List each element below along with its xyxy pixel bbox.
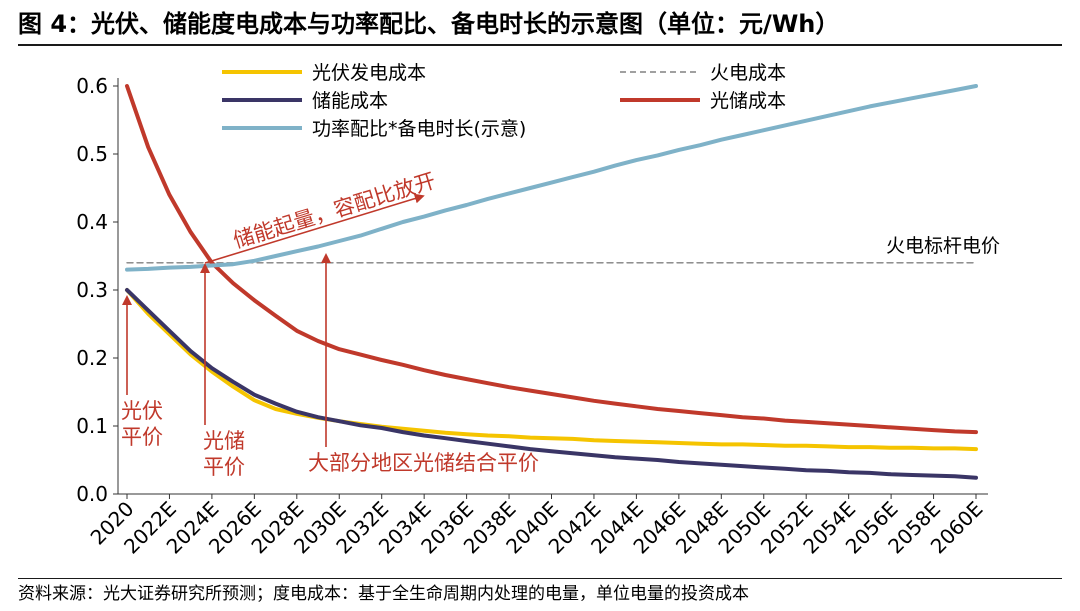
series-line: [125, 84, 978, 435]
chart-series: [125, 84, 978, 480]
y-tick-label: 0.0: [76, 482, 108, 506]
y-tick-label: 0.6: [76, 74, 108, 98]
pv-parity-label: 平价: [121, 425, 163, 449]
storage-parity-label: 光储: [203, 429, 245, 453]
source-rule: [18, 578, 1062, 579]
ref-line-label: 火电标杆电价: [886, 235, 1000, 257]
trend-annotation: 储能起量，容配比放开: [230, 168, 438, 252]
legend-label: 火电成本: [710, 62, 786, 84]
legend-label: 光储成本: [710, 90, 786, 112]
y-tick-label: 0.4: [76, 210, 108, 234]
chart-axes: 0.00.10.20.30.40.50.620202022E2024E2026E…: [76, 74, 988, 558]
source-note: 资料来源：光大证券研究所预测；度电成本：基于全生命周期内处理的电量，单位电量的投…: [18, 584, 749, 604]
pv-parity-label: 光伏: [121, 399, 163, 423]
series-line: [125, 288, 978, 452]
storage-parity-label: 平价: [203, 455, 245, 479]
trend-arrow: [204, 193, 425, 264]
y-tick-label: 0.1: [76, 414, 108, 438]
legend-label: 储能成本: [312, 90, 388, 112]
regional-parity-label: 大部分地区光储结合平价: [308, 451, 539, 475]
y-tick-label: 0.3: [76, 278, 108, 302]
legend-label: 功率配比*备电时长(示意): [312, 118, 526, 140]
chart-title: 图 4：光伏、储能度电成本与功率配比、备电时长的示意图（单位：元/Wh）: [18, 10, 840, 38]
title-rule: [18, 44, 1062, 46]
y-tick-label: 0.2: [76, 346, 108, 370]
series-line: [125, 84, 978, 272]
legend-label: 光伏发电成本: [312, 62, 426, 84]
y-tick-label: 0.5: [76, 142, 108, 166]
series-line: [125, 288, 978, 480]
